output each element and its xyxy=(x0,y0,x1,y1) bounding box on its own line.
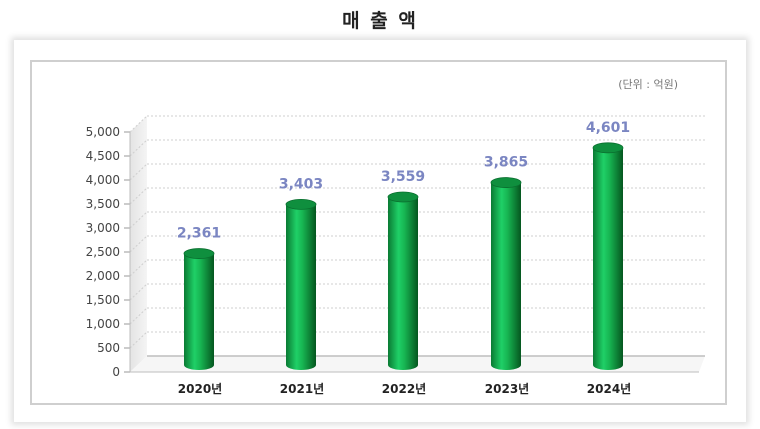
chart-side-wall xyxy=(130,116,147,372)
unit-label: (단위 : 억원) xyxy=(618,78,678,91)
data-label: 3,403 xyxy=(279,176,323,192)
y-tick-label: 4,000 xyxy=(86,173,120,187)
data-label: 2,361 xyxy=(177,226,221,242)
data-label: 3,559 xyxy=(381,169,425,185)
y-tick-label: 1,000 xyxy=(86,317,120,331)
x-tick-label: 2022년 xyxy=(382,382,426,396)
y-tick-label: 3,500 xyxy=(86,197,120,211)
bar xyxy=(490,177,522,370)
bar-body xyxy=(491,182,521,370)
y-tick-label: 2,500 xyxy=(86,245,120,259)
data-label: 4,601 xyxy=(586,120,630,136)
bar-body xyxy=(388,197,418,370)
y-tick-label: 3,000 xyxy=(86,221,120,235)
y-tick-label: 1,500 xyxy=(86,293,120,307)
x-tick-label: 2023년 xyxy=(485,382,529,396)
x-tick-label: 2024년 xyxy=(587,382,631,396)
y-tick-label: 0 xyxy=(112,365,120,379)
y-tick-label: 2,000 xyxy=(86,269,120,283)
bar-top-cap xyxy=(387,191,419,203)
y-tick-label: 4,500 xyxy=(86,149,120,163)
bar xyxy=(183,248,215,370)
bar-top-cap xyxy=(592,142,624,154)
bar-body xyxy=(286,204,316,370)
bar-top-cap xyxy=(285,198,317,210)
y-tick-label: 5,000 xyxy=(86,125,120,139)
y-tick-label: 500 xyxy=(97,341,120,355)
bar xyxy=(285,198,317,370)
bar xyxy=(592,142,624,370)
bar-top-cap xyxy=(183,248,215,259)
bar-body xyxy=(593,147,623,370)
bar xyxy=(387,191,419,370)
chart-title: 매 출 액 xyxy=(342,10,418,32)
data-label: 3,865 xyxy=(484,155,528,171)
x-tick-label: 2021년 xyxy=(280,382,324,396)
x-tick-label: 2020년 xyxy=(178,382,222,396)
bar-top-cap xyxy=(490,177,522,188)
bar-body xyxy=(184,253,214,370)
